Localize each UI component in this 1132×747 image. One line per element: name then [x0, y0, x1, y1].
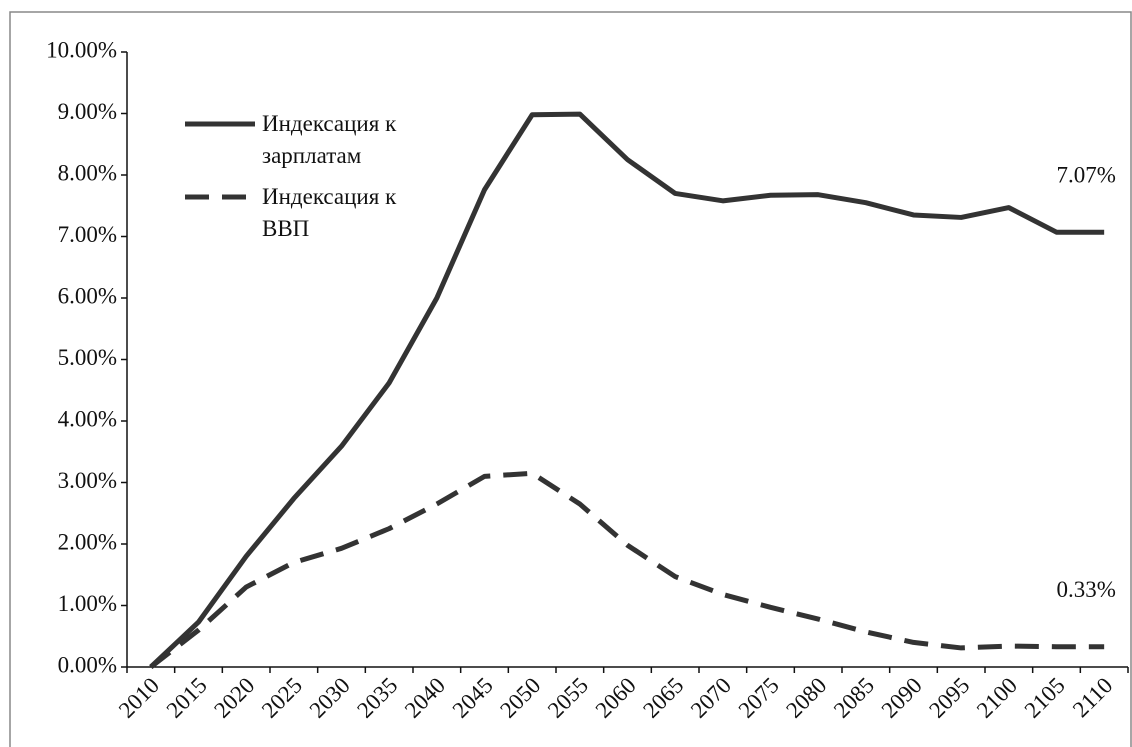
x-tick-label: 2035 — [352, 673, 402, 723]
y-tick-label: 1.00% — [58, 591, 117, 616]
x-tick-label: 2100 — [972, 673, 1022, 723]
y-tick-label: 4.00% — [58, 406, 117, 431]
x-tick-label: 2080 — [781, 673, 831, 723]
y-tick-label: 3.00% — [58, 468, 117, 493]
chart-frame — [9, 11, 1132, 747]
y-tick-label: 0.00% — [58, 652, 117, 677]
y-tick-label: 5.00% — [58, 345, 117, 370]
x-tick-label: 2095 — [924, 673, 974, 723]
y-tick-label: 8.00% — [58, 160, 117, 185]
x-tick-label: 2030 — [305, 673, 355, 723]
y-tick-label: 7.00% — [58, 222, 117, 247]
series-line — [149, 470, 1105, 669]
data-label: 7.07% — [1056, 162, 1115, 187]
legend-label: Индексация к ВВП — [262, 184, 397, 241]
x-tick-label: 2075 — [734, 673, 784, 723]
x-tick-label: 2020 — [209, 673, 259, 723]
series-line — [149, 111, 1105, 669]
y-tick-label: 2.00% — [58, 529, 117, 554]
x-tick-label: 2105 — [1020, 673, 1070, 723]
y-tick-label: 10.00% — [46, 37, 117, 62]
x-tick-label: 2060 — [591, 673, 641, 723]
x-tick-label: 2045 — [448, 673, 498, 723]
x-tick-label: 2110 — [1068, 673, 1118, 723]
x-tick-label: 2050 — [495, 673, 545, 723]
x-tick-label: 2010 — [114, 673, 164, 723]
x-tick-label: 2090 — [877, 673, 927, 723]
data-label: 0.33% — [1056, 577, 1115, 602]
x-tick-label: 2015 — [162, 673, 212, 723]
x-tick-label: 2065 — [638, 673, 688, 723]
legend-label: Индексация к зарплатам — [262, 111, 397, 168]
y-tick-label: 6.00% — [58, 283, 117, 308]
x-tick-label: 2085 — [829, 673, 879, 723]
y-tick-label: 9.00% — [58, 99, 117, 124]
x-tick-label: 2040 — [400, 673, 450, 723]
x-tick-label: 2025 — [257, 673, 307, 723]
x-tick-label: 2055 — [543, 673, 593, 723]
x-tick-label: 2070 — [686, 673, 736, 723]
